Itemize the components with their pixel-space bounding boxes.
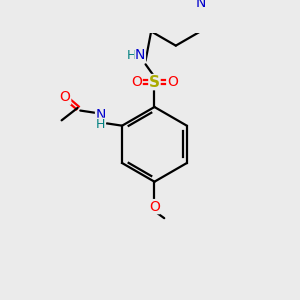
Text: O: O: [131, 75, 142, 89]
Text: O: O: [149, 200, 160, 214]
Text: O: O: [60, 90, 70, 104]
Text: H: H: [96, 118, 105, 131]
Text: O: O: [167, 75, 178, 89]
Text: H: H: [127, 49, 136, 62]
Text: N: N: [135, 48, 146, 62]
Text: S: S: [149, 75, 160, 90]
Text: N: N: [96, 108, 106, 122]
Text: N: N: [195, 0, 206, 10]
